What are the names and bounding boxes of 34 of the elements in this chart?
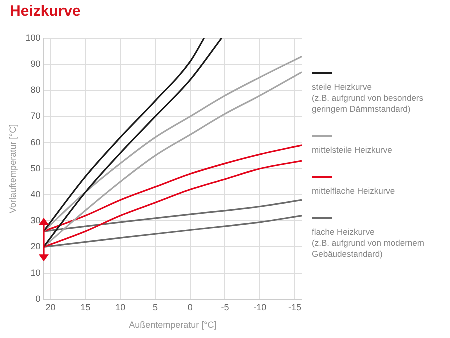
y-axis-title: Vorlauftemperatur [°C] (8, 124, 18, 214)
x-tick-label: 20 (46, 302, 56, 312)
line-series (44, 38, 223, 248)
legend-label: steile Heizkurve (z.B. aufgrund von besonders geringem Dämmstandard) (312, 82, 425, 115)
line-series (44, 215, 302, 248)
line-series (44, 144, 302, 232)
x-axis-title: Außentemperatur [°C] (129, 320, 217, 330)
line-series (44, 160, 302, 248)
x-tick-label: -5 (221, 302, 230, 312)
line-series (44, 72, 302, 248)
y-tick-label: 70 (30, 111, 41, 122)
y-tick-label: 100 (26, 32, 41, 43)
legend-label: flache Heizkurve (z.B. aufgrund von modernem Gebäudestandard) (312, 227, 426, 260)
y-tick-label: 30 (30, 216, 41, 226)
y-tick-label: 40 (30, 189, 41, 200)
line-series (44, 199, 302, 232)
legend-label: mittelsteile Heizkurve (312, 145, 394, 156)
x-tick-label: 10 (116, 302, 126, 312)
y-tick-label: 10 (30, 268, 41, 278)
line-series (44, 56, 302, 232)
chart-title: Heizkurve (10, 3, 81, 20)
x-tick-label: 5 (152, 302, 158, 312)
y-tick-label: 20 (30, 242, 41, 252)
x-tick-label: -10 (254, 302, 267, 312)
y-tick-label: 50 (30, 163, 41, 174)
y-tick-label: 90 (30, 58, 41, 69)
y-tick-label: 60 (30, 137, 41, 148)
x-tick-label: -15 (288, 302, 302, 312)
x-tick-label: 15 (80, 302, 91, 312)
legend-label: mittelflache Heizkurve (312, 186, 396, 197)
line-series (44, 38, 206, 232)
y-tick-label: 0 (36, 294, 41, 304)
x-tick-label: 0 (188, 302, 193, 312)
y-tick-label: 80 (30, 85, 41, 96)
